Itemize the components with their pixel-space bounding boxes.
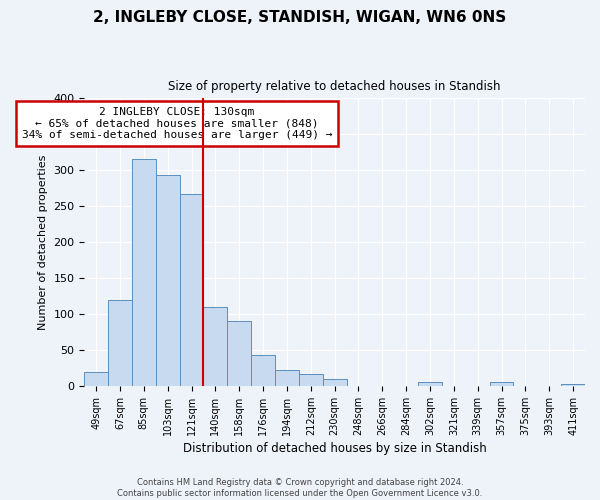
Bar <box>84 372 108 386</box>
Bar <box>203 307 227 386</box>
Bar <box>132 160 156 386</box>
Title: Size of property relative to detached houses in Standish: Size of property relative to detached ho… <box>169 80 501 93</box>
Text: Contains HM Land Registry data © Crown copyright and database right 2024.
Contai: Contains HM Land Registry data © Crown c… <box>118 478 482 498</box>
Bar <box>418 382 442 386</box>
Text: 2 INGLEBY CLOSE: 130sqm
← 65% of detached houses are smaller (848)
34% of semi-d: 2 INGLEBY CLOSE: 130sqm ← 65% of detache… <box>22 107 332 140</box>
Text: 2, INGLEBY CLOSE, STANDISH, WIGAN, WN6 0NS: 2, INGLEBY CLOSE, STANDISH, WIGAN, WN6 0… <box>94 10 506 25</box>
Bar <box>275 370 299 386</box>
Bar <box>156 176 179 386</box>
Y-axis label: Number of detached properties: Number of detached properties <box>38 154 48 330</box>
Bar <box>227 321 251 386</box>
Bar <box>299 374 323 386</box>
Bar <box>108 300 132 386</box>
Bar <box>179 194 203 386</box>
X-axis label: Distribution of detached houses by size in Standish: Distribution of detached houses by size … <box>183 442 487 455</box>
Bar <box>251 355 275 386</box>
Bar <box>323 379 347 386</box>
Bar <box>490 382 514 386</box>
Bar <box>561 384 585 386</box>
